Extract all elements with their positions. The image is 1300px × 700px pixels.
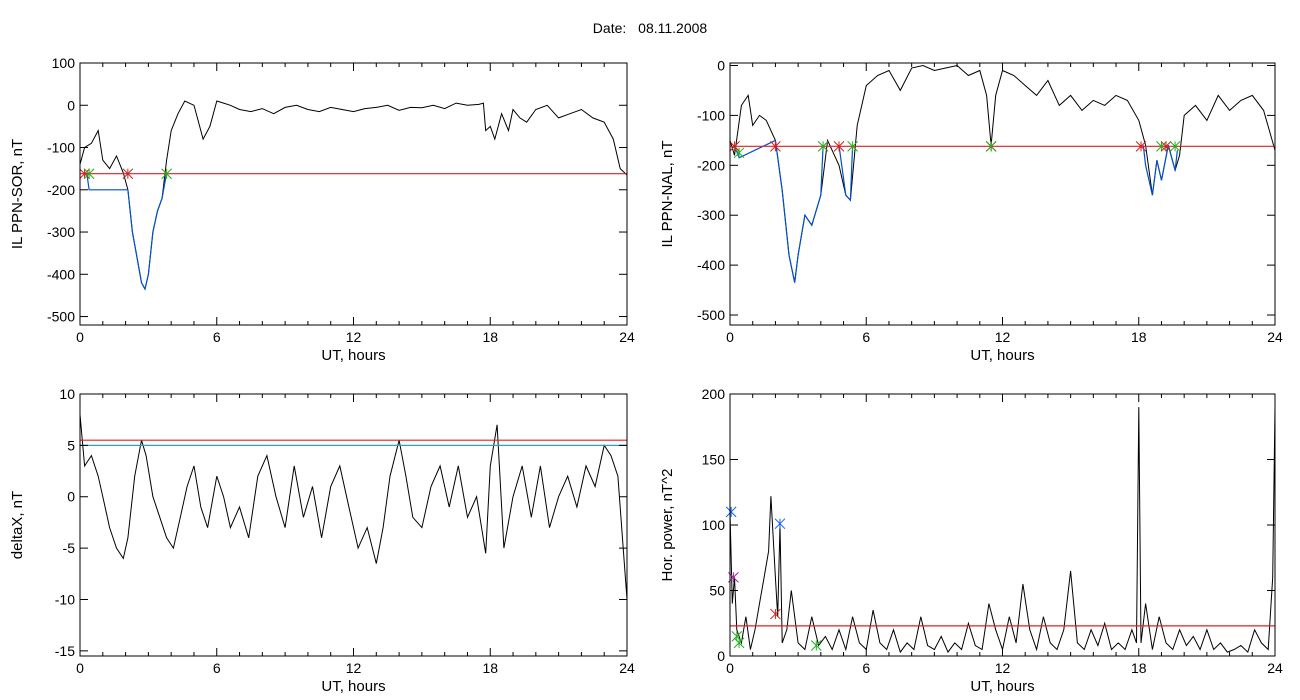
y-tick-label-sor-6: -500 (47, 309, 75, 325)
series-substorm-nal-2 (838, 145, 854, 202)
series-trace-deltax-0 (80, 414, 627, 600)
marker-onset-nal-2 (770, 140, 781, 152)
y-tick-label-deltax-4: -10 (55, 591, 75, 607)
y-tick-label-nal-4: -400 (697, 257, 725, 273)
x-tick-label-hpower-0: 0 (726, 660, 734, 676)
y-tick-label-hpower-2: 100 (702, 517, 726, 533)
y-axis-label-hpower: Hor. power, nT^2 (659, 469, 676, 582)
y-tick-label-deltax-2: 0 (67, 489, 75, 505)
marker-end-nal-9 (1156, 140, 1167, 152)
series-substorm-nal-3 (1142, 145, 1178, 196)
y-tick-label-sor-2: -100 (47, 140, 75, 156)
marker-end-hpower-6 (810, 640, 822, 651)
y-axis-label-sor: IL PPN-SOR, nT (9, 139, 26, 249)
x-tick-label-deltax-1: 6 (213, 660, 221, 676)
figure-date: Date: 08.11.2008 (0, 20, 1300, 36)
plot-frame-sor (79, 62, 628, 326)
x-tick-label-hpower-2: 12 (995, 660, 1011, 676)
marker-end-sor-1 (83, 168, 95, 180)
x-tick-label-deltax-3: 18 (482, 660, 498, 676)
marker-end-nal-5 (847, 140, 858, 152)
x-tick-label-nal-3: 18 (1131, 329, 1147, 345)
chart-panel-deltax: 0 6 12 18 24 10 5 0 -5 -10 -15 UT, hours deltaX, nT (9, 386, 635, 695)
y-tick-label-nal-3: -300 (697, 207, 725, 223)
y-axis-label-nal: IL PPN-NAL, nT (659, 141, 676, 248)
chart-panel-nal: 0 6 12 18 24 0 -100 -200 -300 -400 -500 UT, hours IL… (659, 57, 1283, 364)
y-tick-label-deltax-0: 10 (59, 386, 75, 402)
marker-end-nal-3 (817, 140, 829, 152)
y-tick-label-nal-1: -100 (697, 107, 725, 123)
chart-panel-sor: 0 6 12 18 24 100 0 -100 -200 -300 -400 -500 UT, hour… (9, 55, 635, 364)
series-trace-sor-0 (80, 100, 627, 291)
marker-onset-nal-0 (729, 140, 740, 152)
x-tick-label-nal-0: 0 (726, 329, 734, 345)
y-tick-label-sor-1: 0 (67, 97, 75, 113)
marker-end-hpower-3 (733, 637, 745, 649)
x-tick-label-hpower-1: 6 (862, 660, 870, 676)
marker-aux_blue-hpower-0 (725, 506, 737, 518)
y-tick-label-deltax-5: -15 (55, 643, 75, 659)
y-tick-label-sor-5: -400 (47, 266, 75, 282)
y-tick-label-nal-0: 0 (717, 57, 725, 73)
marker-end-nal-7 (985, 140, 997, 152)
x-tick-label-nal-1: 6 (862, 329, 870, 345)
x-tick-label-sor-0: 0 (76, 329, 84, 345)
x-tick-label-nal-4: 24 (1267, 329, 1283, 345)
y-tick-label-hpower-0: 200 (702, 386, 726, 402)
x-tick-label-deltax-2: 12 (346, 660, 362, 676)
marker-onset-nal-4 (833, 140, 845, 152)
y-tick-label-nal-2: -200 (697, 157, 725, 173)
marker-onset-nal-8 (1135, 140, 1147, 152)
x-axis-label-nal: UT, hours (970, 347, 1034, 364)
y-tick-label-hpower-4: 0 (717, 648, 725, 664)
x-axis-label-sor: UT, hours (321, 347, 385, 364)
x-tick-label-hpower-3: 18 (1131, 660, 1147, 676)
marker-onset-sor-0 (79, 168, 90, 180)
y-tick-label-sor-4: -300 (47, 224, 75, 240)
marker-onset-hpower-4 (770, 608, 781, 620)
marker-aux_blue-hpower-5 (774, 518, 786, 530)
marker-onset-sor-2 (122, 168, 134, 180)
series-trace-nal-0 (730, 64, 1275, 283)
x-tick-label-deltax-4: 24 (619, 660, 635, 676)
series-substorm-sor-1 (86, 172, 168, 291)
x-tick-label-deltax-0: 0 (76, 660, 84, 676)
x-axis-label-hpower: UT, hours (970, 678, 1034, 695)
chart-panel-hpower: 0 6 12 18 24 200 150 100 50 0 UT, hours Hor. power,… (659, 386, 1283, 695)
marker-onset-nal-10 (1160, 140, 1172, 152)
date-label: Date: (592, 20, 627, 36)
y-tick-label-deltax-3: -5 (63, 540, 76, 556)
date-value: 08.11.2008 (638, 20, 708, 36)
x-tick-label-sor-1: 6 (213, 329, 221, 345)
y-tick-label-hpower-1: 150 (702, 452, 726, 468)
y-axis-label-deltax: deltaX, nT (9, 491, 26, 559)
plot-frame-nal (729, 62, 1276, 326)
series-substorm-nal-1 (733, 139, 824, 283)
marker-end-nal-11 (1169, 140, 1181, 152)
marker-end-sor-3 (161, 168, 172, 180)
y-tick-label-sor-0: 100 (52, 55, 76, 71)
x-tick-label-hpower-4: 24 (1267, 660, 1283, 676)
x-tick-label-sor-2: 12 (346, 329, 362, 345)
x-axis-label-deltax: UT, hours (321, 678, 385, 695)
y-tick-label-sor-3: -200 (47, 182, 75, 198)
series-trace-hpower-0 (730, 407, 1275, 654)
y-tick-label-deltax-1: 5 (67, 437, 75, 453)
x-tick-label-sor-3: 18 (482, 329, 498, 345)
y-tick-label-hpower-3: 50 (709, 583, 725, 599)
y-tick-label-nal-5: -500 (697, 307, 725, 323)
x-tick-label-sor-4: 24 (619, 329, 635, 345)
marker-end-hpower-2 (731, 630, 743, 642)
marker-end-nal-1 (733, 147, 745, 159)
x-tick-label-nal-2: 12 (995, 329, 1011, 345)
